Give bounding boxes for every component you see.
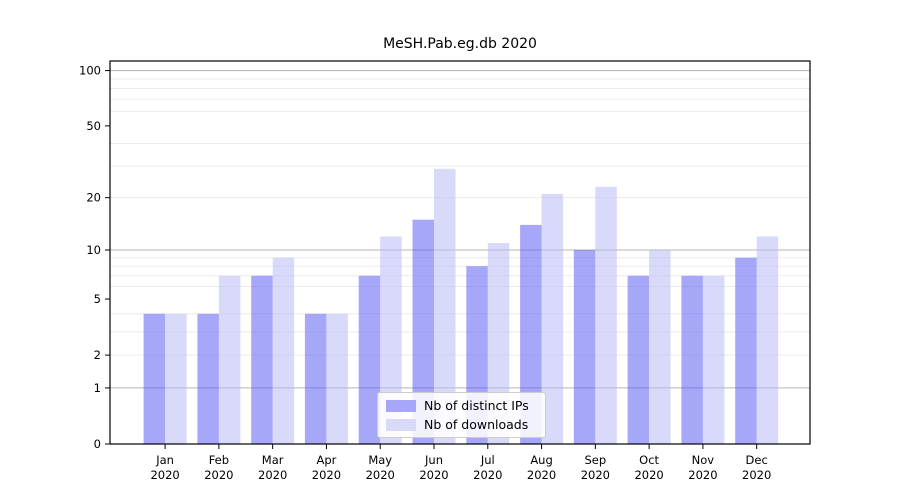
x-tick-label-aug: Aug [530, 453, 552, 467]
legend-entry-distinct-ips: Nb of distinct IPs [386, 398, 537, 413]
legend-swatch-distinct-ips [386, 399, 416, 412]
x-tick-label-dec: Dec [746, 453, 768, 467]
bar-distinct-ips-jun [412, 219, 434, 444]
x-tick-year-jan: 2020 [150, 468, 179, 482]
bar-downloads-sep [595, 186, 617, 444]
bar-downloads-apr [326, 313, 348, 444]
bar-downloads-feb [218, 275, 241, 444]
bar-downloads-nov [702, 275, 725, 444]
bar-downloads-aug [541, 193, 564, 444]
bar-downloads-oct [649, 250, 671, 444]
y-tick-label-5: 5 [94, 292, 101, 306]
x-tick-year-may: 2020 [366, 468, 395, 482]
bar-downloads-mar [272, 257, 295, 444]
y-tick-label-50: 50 [86, 119, 101, 133]
x-tick-year-aug: 2020 [527, 468, 556, 482]
bar-downloads-jan [165, 313, 187, 444]
y-tick-label-100: 100 [79, 64, 101, 78]
x-tick-label-jan: Jan [155, 453, 174, 467]
bar-distinct-ips-may [358, 275, 381, 444]
x-tick-year-sep: 2020 [581, 468, 610, 482]
legend-label-distinct-ips: Nb of distinct IPs [424, 398, 529, 413]
x-tick-label-mar: Mar [262, 453, 284, 467]
x-tick-year-jul: 2020 [473, 468, 502, 482]
x-tick-year-dec: 2020 [742, 468, 771, 482]
y-tick-label-2: 2 [94, 348, 101, 362]
x-tick-label-jul: Jul [480, 453, 495, 467]
bar-distinct-ips-apr [304, 313, 327, 444]
x-tick-year-oct: 2020 [634, 468, 663, 482]
bar-distinct-ips-jan [143, 313, 166, 444]
y-tick-label-0: 0 [94, 437, 101, 451]
chart-title: MeSH.Pab.eg.db 2020 [383, 36, 537, 52]
x-tick-label-feb: Feb [209, 453, 229, 467]
x-tick-label-oct: Oct [639, 453, 659, 467]
x-tick-label-jun: Jun [424, 453, 443, 467]
bar-downloads-jun [434, 168, 456, 445]
x-tick-label-apr: Apr [316, 453, 336, 467]
legend: Nb of distinct IPs Nb of downloads [377, 392, 546, 438]
x-tick-year-apr: 2020 [312, 468, 341, 482]
legend-swatch-downloads [386, 418, 416, 431]
bar-distinct-ips-dec [735, 257, 757, 444]
y-tick-label-20: 20 [86, 191, 101, 205]
x-tick-label-nov: Nov [692, 453, 715, 467]
y-tick-label-1: 1 [94, 381, 101, 395]
x-tick-year-nov: 2020 [688, 468, 717, 482]
legend-entry-downloads: Nb of downloads [386, 417, 537, 432]
bar-distinct-ips-oct [627, 275, 650, 444]
plot-spines [109, 60, 811, 445]
bar-downloads-dec [756, 236, 779, 444]
bar-distinct-ips-feb [197, 313, 219, 444]
x-tick-year-mar: 2020 [258, 468, 287, 482]
bar-distinct-ips-mar [251, 275, 273, 444]
x-tick-label-may: May [368, 453, 392, 467]
legend-label-downloads: Nb of downloads [424, 417, 529, 432]
bar-distinct-ips-sep [573, 250, 596, 444]
bar-distinct-ips-nov [681, 275, 703, 444]
x-tick-year-jun: 2020 [419, 468, 448, 482]
y-tick-label-10: 10 [86, 243, 101, 257]
x-tick-year-feb: 2020 [204, 468, 233, 482]
bar-distinct-ips-aug [520, 224, 542, 444]
x-tick-label-sep: Sep [584, 453, 606, 467]
